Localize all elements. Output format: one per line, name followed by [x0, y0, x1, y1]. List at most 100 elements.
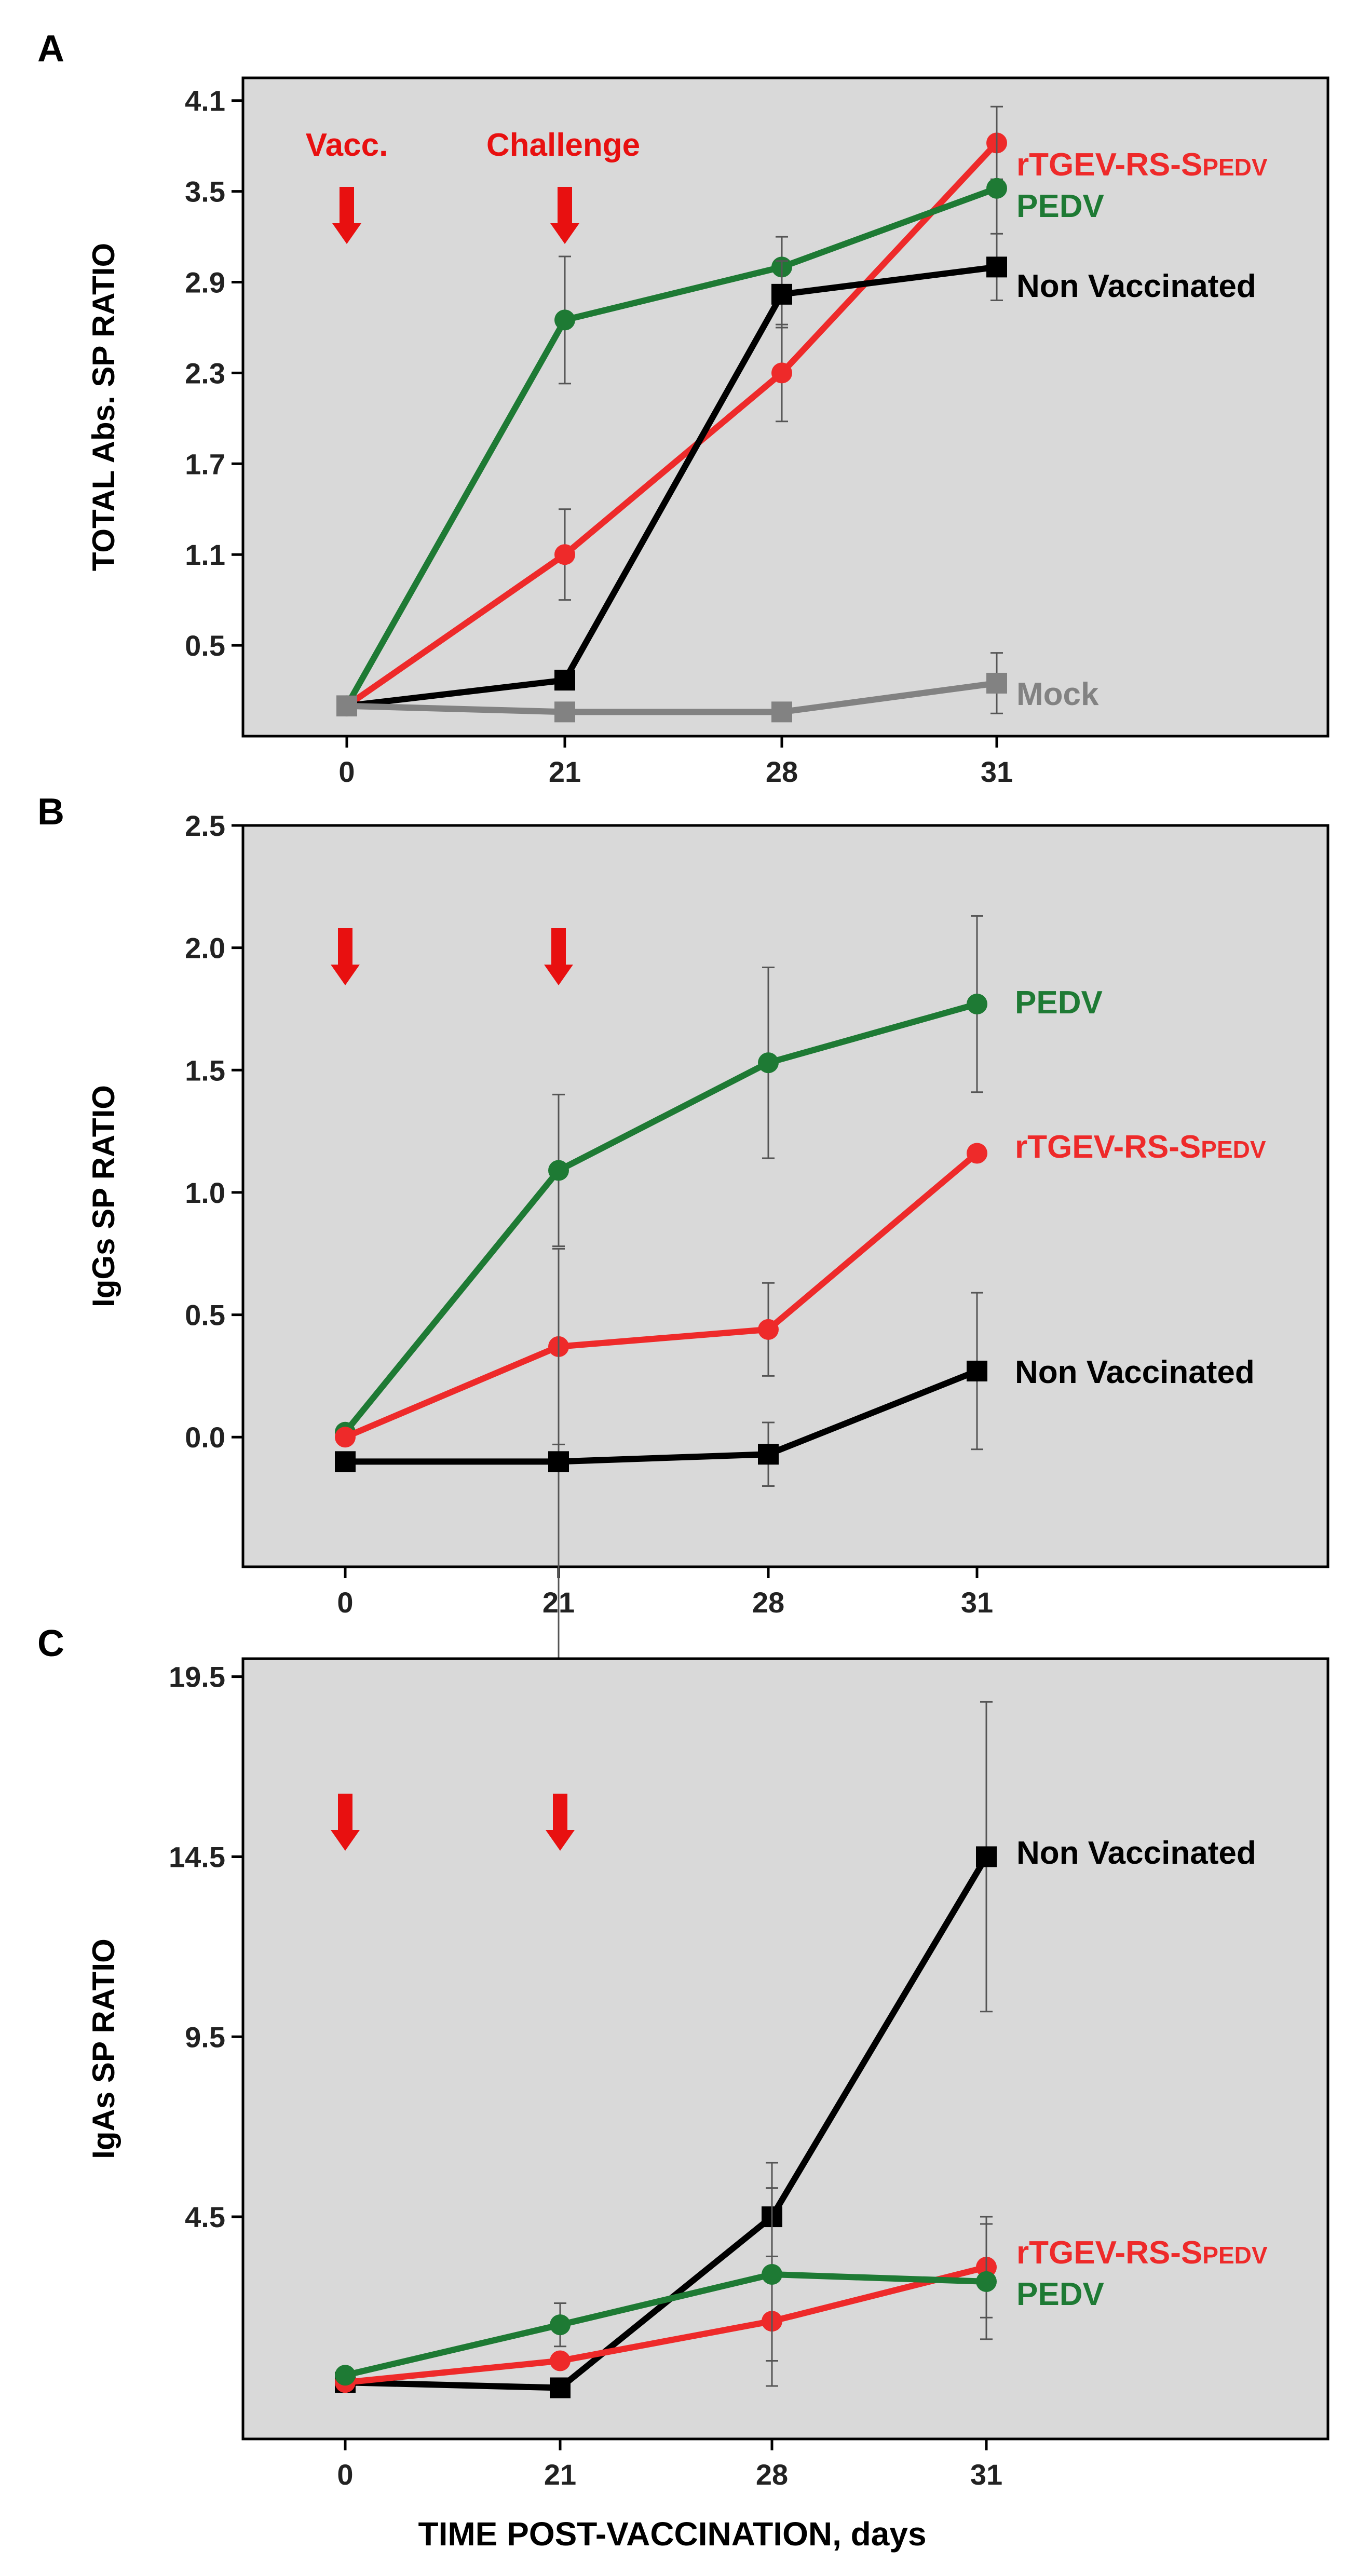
vaccination-arrow — [331, 1794, 360, 1851]
series-label: rTGEV-RS-SPEDV — [1016, 2235, 1268, 2271]
series-label: Non Vaccinated — [1016, 268, 1256, 304]
y-tick-label: 2.3 — [185, 357, 225, 389]
vaccination-arrow — [331, 928, 360, 985]
y-tick-label: 1.7 — [185, 448, 225, 480]
series-line — [346, 680, 997, 715]
data-point — [758, 1319, 779, 1340]
x-tick-label: 28 — [766, 755, 798, 788]
data-point — [967, 1360, 987, 1381]
y-tick-label: 3.5 — [185, 175, 225, 208]
panel-letter: A — [37, 28, 64, 70]
plot-area — [241, 76, 1329, 738]
data-point — [986, 256, 1007, 278]
data-point — [758, 1444, 779, 1465]
series-mock: Mock — [336, 652, 1099, 723]
data-point — [550, 2350, 571, 2371]
data-point — [550, 2314, 571, 2336]
series-label: PEDV — [1016, 2276, 1104, 2312]
y-axis-title: IgAs SP RATIO — [86, 1938, 121, 2159]
data-point — [336, 695, 357, 716]
y-tick-label: 0.0 — [185, 1421, 225, 1454]
y-tick-label: 2.5 — [185, 809, 225, 842]
annotation-label: Challenge — [486, 127, 640, 163]
series-pedv: PEDV — [335, 2187, 1104, 2386]
series-line — [343, 1001, 978, 1434]
y-tick-label: 1.5 — [185, 1054, 225, 1087]
y-axis-title: TOTAL Abs. SP RATIO — [86, 243, 121, 571]
data-point — [550, 2377, 571, 2398]
series-label: PEDV — [1015, 985, 1103, 1021]
data-point — [554, 309, 575, 331]
plot-area — [241, 824, 1329, 1568]
data-point — [986, 178, 1007, 199]
data-point — [762, 2264, 782, 2285]
data-point — [335, 1451, 356, 1472]
series-line — [344, 2271, 987, 2379]
data-point — [335, 1427, 356, 1448]
data-point — [976, 2271, 997, 2292]
y-tick-label: 0.5 — [185, 629, 225, 662]
data-point — [986, 672, 1007, 694]
series-line — [344, 185, 998, 708]
series-line — [345, 1368, 979, 1465]
x-tick-label: 31 — [970, 2458, 1002, 2491]
y-tick-label: 1.0 — [185, 1176, 225, 1209]
y-tick-label: 2.0 — [185, 932, 225, 965]
y-tick-label: 9.5 — [185, 2021, 225, 2053]
x-tick-label: 28 — [752, 1586, 784, 1619]
series-line — [346, 264, 997, 709]
x-tick-label: 28 — [756, 2458, 788, 2491]
series-label: rTGEV-RS-SPEDV — [1016, 147, 1268, 183]
panel-letter: B — [37, 791, 64, 833]
series-label: Mock — [1016, 676, 1099, 712]
challenge-arrow — [550, 187, 579, 244]
data-point — [967, 1143, 987, 1164]
annotation-label: Vacc. — [306, 127, 388, 163]
plot-area — [241, 1657, 1329, 2441]
x-tick-label: 21 — [549, 755, 581, 788]
vaccination-arrow — [332, 187, 361, 244]
series-label: Non Vaccinated — [1016, 1835, 1256, 1871]
data-point — [554, 544, 575, 565]
series-non-vaccinated: Non Vaccinated — [336, 233, 1256, 716]
data-point — [554, 701, 575, 723]
series-line — [345, 141, 999, 709]
panel-C: C 4.5 9.5 14.5 19.5 0 21 28 31 IgAs SP RATIO Non V… — [37, 1623, 1329, 2491]
data-point — [548, 1160, 569, 1181]
challenge-arrow — [546, 1794, 575, 1851]
x-tick-label: 0 — [337, 1586, 353, 1619]
y-tick-label: 4.5 — [185, 2201, 225, 2233]
x-tick-label: 31 — [961, 1586, 993, 1619]
series-line — [344, 1150, 979, 1440]
x-tick-label: 0 — [337, 2458, 353, 2491]
series-line — [345, 2264, 987, 2386]
y-tick-label: 4.1 — [185, 85, 225, 117]
data-point — [335, 2365, 356, 2386]
data-point — [554, 670, 575, 691]
series-pedv: PEDV — [336, 105, 1104, 716]
panel-A: A 0.5 1.1 1.7 2.3 2.9 3.5 4.1 0 21 28 31 TOTAL Abs. … — [37, 28, 1329, 788]
data-point — [967, 994, 987, 1015]
data-point — [771, 362, 792, 384]
x-tick-label: 31 — [981, 755, 1013, 788]
x-axis-title: TIME POST-VACCINATION, days — [418, 2515, 926, 2553]
data-point — [771, 283, 792, 305]
x-tick-label: 21 — [544, 2458, 576, 2491]
series-label: rTGEV-RS-SPEDV — [1015, 1129, 1266, 1165]
data-point — [758, 1052, 779, 1074]
y-tick-label: 1.1 — [185, 538, 225, 571]
y-tick-label: 19.5 — [169, 1661, 225, 1693]
series-label: Non Vaccinated — [1015, 1354, 1255, 1390]
y-tick-label: 2.9 — [185, 266, 225, 299]
data-point — [548, 1451, 569, 1472]
y-tick-label: 0.5 — [185, 1299, 225, 1332]
panel-letter: C — [37, 1623, 64, 1664]
y-tick-label: 14.5 — [169, 1840, 225, 1873]
challenge-arrow — [544, 928, 573, 985]
series-pedv: PEDV — [335, 915, 1103, 1443]
y-axis-title: IgGs SP RATIO — [86, 1085, 121, 1307]
data-point — [771, 701, 792, 723]
series-non-vaccinated: Non Vaccinated — [335, 1248, 1255, 1675]
